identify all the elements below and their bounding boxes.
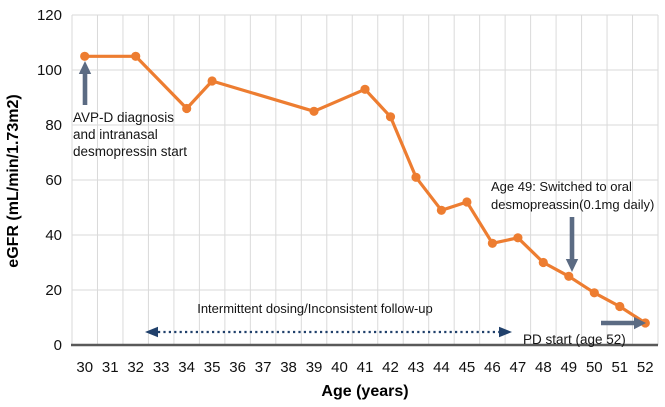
x-tick-label: 44 bbox=[433, 359, 450, 376]
x-tick-label: 43 bbox=[408, 359, 425, 376]
x-tick-label: 35 bbox=[204, 359, 221, 376]
x-tick-label: 42 bbox=[382, 359, 399, 376]
data-point-marker bbox=[589, 288, 599, 298]
intermittent-span-left-arrowhead-icon bbox=[145, 326, 158, 338]
y-tick-label: 60 bbox=[45, 172, 62, 189]
x-tick-label: 41 bbox=[357, 359, 374, 376]
x-tick-label: 37 bbox=[255, 359, 272, 376]
y-tick-label: 0 bbox=[54, 337, 62, 354]
annotation-age49-switch: Age 49: Switched to oral desmopreassin(0… bbox=[491, 179, 655, 212]
data-point-marker bbox=[411, 172, 421, 182]
data-point-marker bbox=[385, 112, 396, 122]
data-point-marker bbox=[615, 301, 625, 312]
data-point-marker bbox=[207, 76, 217, 86]
x-tick-label: 38 bbox=[280, 359, 297, 376]
plot-layer: 0 20 40 60 80 100 120 30 31 32 33 34 35 36 37 38 39 40 41 4… bbox=[37, 7, 659, 376]
x-tick-label: 49 bbox=[560, 359, 577, 376]
data-point-marker bbox=[513, 233, 523, 243]
y-tick-label: 100 bbox=[37, 62, 62, 79]
data-point-marker bbox=[436, 205, 446, 215]
annotation-intermittent-dosing: Intermittent dosing/Inconsistent follow-… bbox=[197, 301, 433, 316]
x-tick-label: 48 bbox=[535, 359, 552, 376]
pd-right-arrow-icon bbox=[601, 317, 646, 330]
y-tick-label: 40 bbox=[45, 227, 62, 244]
x-axis-title: Age (years) bbox=[321, 383, 409, 400]
x-tick-label: 47 bbox=[510, 359, 527, 376]
data-point-marker bbox=[131, 51, 141, 61]
x-tick-label: 52 bbox=[637, 359, 654, 376]
annotation-pd-start: PD start (age 52) bbox=[523, 332, 626, 347]
data-point-marker bbox=[538, 257, 548, 268]
x-tick-label: 46 bbox=[484, 359, 501, 376]
x-tick-label: 45 bbox=[459, 359, 476, 376]
data-point-marker bbox=[564, 271, 574, 281]
data-point-marker bbox=[462, 197, 472, 207]
y-tick-label: 20 bbox=[45, 282, 62, 299]
data-point-marker bbox=[309, 106, 319, 116]
x-tick-label: 51 bbox=[611, 359, 628, 376]
x-tick-label: 39 bbox=[306, 359, 323, 376]
x-tick-label: 30 bbox=[76, 359, 93, 376]
y-tick-label: 80 bbox=[45, 117, 62, 134]
x-tick-label: 34 bbox=[178, 359, 195, 376]
diagnosis-up-arrow-icon bbox=[78, 61, 92, 105]
x-tick-label: 33 bbox=[153, 359, 170, 376]
x-tick-label: 36 bbox=[229, 359, 246, 376]
x-tick-label: 50 bbox=[586, 359, 603, 376]
data-point-marker bbox=[80, 51, 90, 61]
data-point-marker bbox=[360, 84, 370, 94]
y-axis-title: eGFR (mL/min/1.73m2) bbox=[5, 94, 22, 268]
y-tick-label: 120 bbox=[37, 7, 62, 24]
x-tick-label: 40 bbox=[331, 359, 348, 376]
switch-down-arrow-icon bbox=[565, 217, 579, 272]
x-tick-label: 31 bbox=[102, 359, 119, 376]
annotation-diagnosis: AVP-D diagnosis and intranasal desmopres… bbox=[73, 110, 188, 159]
data-point-marker bbox=[487, 238, 497, 248]
intermittent-span-right-arrowhead-icon bbox=[499, 326, 512, 338]
data-point-marker bbox=[182, 103, 192, 114]
x-tick-label: 32 bbox=[127, 359, 144, 376]
